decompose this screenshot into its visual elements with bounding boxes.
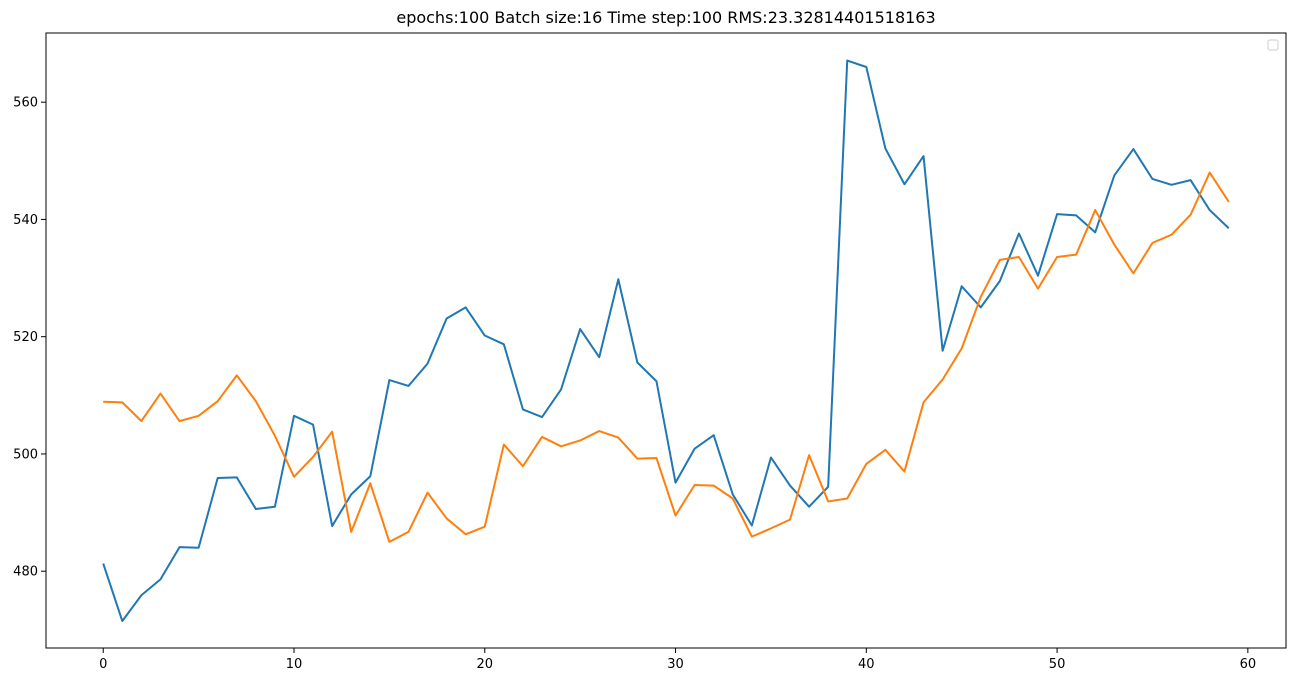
x-tick-label: 0 [99, 657, 107, 672]
y-tick-label: 540 [13, 213, 38, 228]
x-axis: 0 10 20 30 40 50 60 [99, 648, 1256, 672]
y-tick-label: 480 [13, 565, 38, 580]
plot-area-frame [45, 32, 1287, 649]
y-axis: 480 500 520 540 560 [13, 96, 46, 580]
x-tick-label: 20 [476, 657, 493, 672]
series-line-2 [103, 171, 1230, 543]
series-lines [102, 59, 1230, 623]
x-tick-label: 50 [1049, 657, 1066, 672]
y-tick-label: 500 [13, 447, 38, 462]
y-tick-label: 520 [13, 330, 38, 345]
x-tick-label: 10 [286, 657, 303, 672]
legend-box [1267, 39, 1279, 51]
series-line-1 [102, 59, 1230, 623]
chart-title: epochs:100 Batch size:16 Time step:100 R… [396, 8, 935, 27]
y-tick-label: 560 [13, 96, 38, 111]
x-tick-label: 30 [667, 657, 684, 672]
x-tick-label: 40 [858, 657, 875, 672]
x-tick-label: 60 [1240, 657, 1257, 672]
